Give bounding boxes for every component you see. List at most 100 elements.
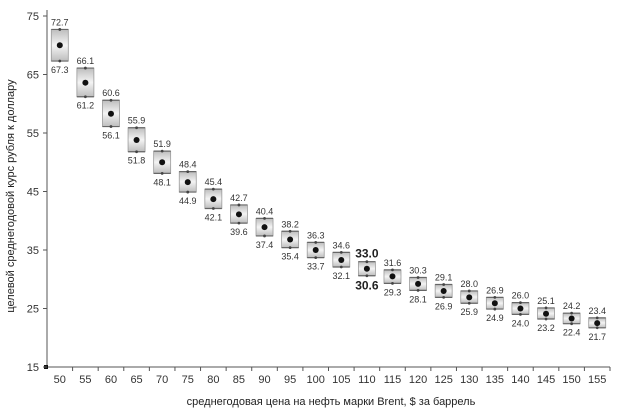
x-axis-title: среднегодовая цена на нефть марки Brent,… xyxy=(187,396,476,408)
center-point xyxy=(312,247,319,253)
low-value-label: 48.1 xyxy=(153,177,171,187)
range-low-dot xyxy=(570,322,574,326)
range-high-dot xyxy=(416,276,420,279)
low-value-label: 33.7 xyxy=(307,262,325,272)
center-point xyxy=(261,224,268,231)
range-high-dot xyxy=(83,66,87,70)
low-value-label: 24.0 xyxy=(512,318,530,328)
center-point xyxy=(491,300,498,307)
high-value-label: 38.2 xyxy=(281,219,299,229)
range-high-dot xyxy=(288,229,292,233)
high-value-label: 40.4 xyxy=(256,206,274,216)
plot-area: 15 25 35 45 55 65 75 50 72.7 67.3 55 66.1 61.2 60 60.6… xyxy=(27,10,611,386)
high-value-label: 60.6 xyxy=(102,88,120,98)
center-point xyxy=(466,294,473,301)
range-low-dot xyxy=(442,295,446,299)
range-high-dot xyxy=(263,217,266,220)
center-point xyxy=(543,310,550,317)
x-tick-label: 115 xyxy=(384,374,402,386)
low-value-label: 26.9 xyxy=(435,301,453,311)
range-high-dot xyxy=(493,295,497,299)
low-value-label: 24.9 xyxy=(486,313,504,323)
high-value-label: 31.6 xyxy=(384,258,402,268)
range-low-dot xyxy=(83,95,87,99)
center-point xyxy=(415,280,422,287)
range-low-dot xyxy=(160,171,164,175)
x-tick-label: 75 xyxy=(182,374,194,386)
range-low-dot xyxy=(544,317,548,321)
high-value-label: 72.7 xyxy=(51,17,69,27)
high-value-label: 34.6 xyxy=(333,240,351,250)
x-tick-label: 130 xyxy=(460,374,478,386)
low-value-label: 42.1 xyxy=(205,212,223,222)
high-value-label: 48.4 xyxy=(179,160,197,170)
x-tick-label: 155 xyxy=(588,374,606,386)
center-point xyxy=(389,273,396,280)
range-high-dot xyxy=(442,283,446,286)
range-high-dot xyxy=(339,250,343,254)
center-point xyxy=(184,179,191,186)
x-tick-label: 100 xyxy=(307,374,325,386)
y-tick-label: 65 xyxy=(27,70,39,82)
low-value-label: 25.9 xyxy=(460,307,478,317)
range-low-dot xyxy=(391,281,394,285)
high-value-label: 36.3 xyxy=(307,230,325,240)
low-value-label: 56.1 xyxy=(102,131,120,141)
range-low-dot xyxy=(339,265,343,269)
low-value-label: 28.1 xyxy=(409,294,427,304)
center-point xyxy=(82,79,89,86)
center-point xyxy=(440,287,447,294)
x-tick-label: 60 xyxy=(105,374,117,386)
center-point xyxy=(235,211,242,218)
range-high-dot xyxy=(519,301,522,305)
low-value-label: 22.4 xyxy=(563,328,581,338)
range-low-dot xyxy=(314,256,318,260)
low-value-label: 61.2 xyxy=(77,101,95,111)
range-low-dot xyxy=(186,190,190,194)
x-tick-label: 85 xyxy=(233,374,245,386)
center-point xyxy=(594,320,601,327)
high-value-label: 25.1 xyxy=(537,296,555,306)
x-tick-label: 110 xyxy=(358,374,376,386)
center-point xyxy=(338,256,345,263)
high-value-label: 45.4 xyxy=(205,177,223,187)
range-low-dot xyxy=(58,59,62,63)
low-value-label: 67.3 xyxy=(51,65,69,75)
range-high-dot xyxy=(314,240,318,244)
y-tick-label: 45 xyxy=(27,187,39,199)
center-point xyxy=(56,42,63,49)
high-value-label: 42.7 xyxy=(230,193,248,203)
x-tick-label: 95 xyxy=(284,374,296,386)
center-point xyxy=(107,110,114,117)
low-value-label: 30.6 xyxy=(355,279,379,293)
high-value-label: 26.0 xyxy=(512,291,530,301)
low-value-label: 51.8 xyxy=(128,156,146,166)
high-value-label: 33.0 xyxy=(355,247,379,261)
center-point xyxy=(287,236,294,243)
x-tick-label: 65 xyxy=(130,374,142,386)
range-low-dot xyxy=(416,288,420,292)
center-point xyxy=(363,265,370,272)
high-value-label: 29.1 xyxy=(435,273,453,283)
range-high-dot xyxy=(160,149,164,153)
low-value-label: 21.7 xyxy=(588,332,606,342)
y-tick-label: 15 xyxy=(27,362,39,374)
range-low-dot xyxy=(135,150,138,154)
high-value-label: 24.2 xyxy=(563,301,581,311)
range-high-dot xyxy=(135,126,138,130)
range-low-dot xyxy=(263,234,266,238)
range-high-dot xyxy=(467,289,471,293)
high-value-label: 30.3 xyxy=(409,265,427,275)
x-tick-label: 140 xyxy=(511,374,529,386)
range-high-dot xyxy=(237,203,241,207)
center-point xyxy=(159,159,166,166)
low-value-label: 23.2 xyxy=(537,323,555,333)
range-high-dot xyxy=(211,187,215,191)
range-low-dot xyxy=(467,301,471,305)
range-high-dot xyxy=(595,316,599,320)
range-low-dot xyxy=(109,125,113,128)
range-low-dot xyxy=(493,307,497,311)
range-high-dot xyxy=(109,98,113,102)
y-tick-label: 35 xyxy=(27,245,39,257)
